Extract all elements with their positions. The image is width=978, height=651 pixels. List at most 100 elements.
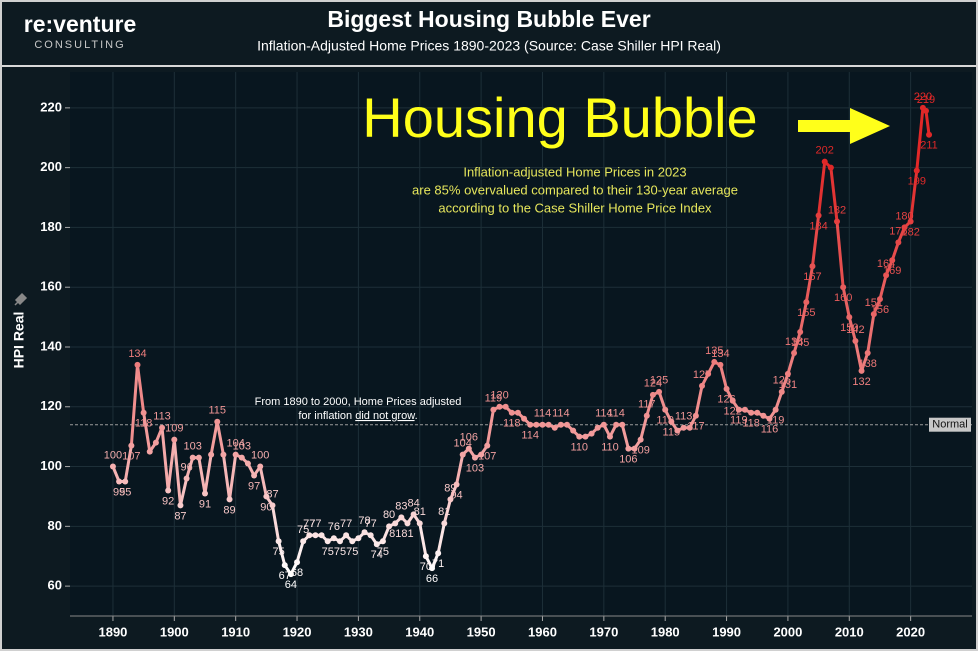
data-label: 138 xyxy=(785,336,803,348)
line-segment xyxy=(924,109,931,137)
x-tick-label: 2010 xyxy=(835,624,864,639)
point xyxy=(251,472,258,479)
point xyxy=(343,532,350,539)
point xyxy=(306,532,313,539)
chart-title: Biggest Housing Bubble Ever xyxy=(327,6,650,32)
line-segment xyxy=(215,420,225,457)
y-tick-label: 200 xyxy=(40,159,62,174)
data-label: 113 xyxy=(675,411,693,423)
data-label: 94 xyxy=(450,489,462,501)
line-segment xyxy=(185,456,195,481)
data-label: 100 xyxy=(104,449,122,461)
data-label: 95 xyxy=(119,486,131,498)
data-label: 220 xyxy=(914,91,932,103)
history-note-emphasis: did not grow xyxy=(355,410,415,422)
point xyxy=(539,421,546,428)
point xyxy=(159,424,166,431)
data-label: 131 xyxy=(779,379,797,391)
y-tick-label: 80 xyxy=(48,518,62,533)
point xyxy=(754,409,761,416)
y-tick-label: 160 xyxy=(40,279,62,294)
data-label: 77 xyxy=(309,518,321,530)
data-label: 134 xyxy=(711,348,729,360)
data-label: 135 xyxy=(705,345,723,357)
history-note: for inflation did not grow. xyxy=(298,410,417,422)
point xyxy=(926,131,933,138)
data-label: 77 xyxy=(303,518,315,530)
line-segment xyxy=(455,453,465,486)
point xyxy=(778,388,785,395)
data-label: 77 xyxy=(365,518,377,530)
point xyxy=(637,436,644,443)
point xyxy=(122,478,129,485)
point xyxy=(349,538,356,545)
point xyxy=(809,263,816,270)
line-segment xyxy=(909,169,919,223)
data-label: 81 xyxy=(401,528,413,540)
point xyxy=(165,487,172,494)
x-tick-label: 2020 xyxy=(896,624,925,639)
x-tick-label: 1890 xyxy=(98,624,127,639)
point xyxy=(907,218,914,225)
point xyxy=(214,418,221,425)
line-segment xyxy=(258,465,268,498)
plot: 60 80 100 120 140 160 180 200 220 1890 1900 1910 192… xyxy=(40,72,972,639)
data-label: 114 xyxy=(607,408,625,420)
line-segment xyxy=(160,426,170,492)
point xyxy=(692,412,699,419)
line-segment xyxy=(860,351,870,373)
point xyxy=(613,421,620,428)
x-tick-label: 1990 xyxy=(712,624,741,639)
data-label: 84 xyxy=(407,497,419,509)
point xyxy=(330,535,337,542)
point xyxy=(656,388,663,395)
point xyxy=(324,538,331,545)
point xyxy=(490,406,497,413)
point xyxy=(208,451,215,458)
y-tick-label: 100 xyxy=(40,458,62,473)
point xyxy=(459,451,466,458)
point xyxy=(760,412,767,419)
point xyxy=(465,445,472,452)
line-segment xyxy=(774,390,784,412)
point xyxy=(140,409,147,416)
data-label: 80 xyxy=(383,509,395,521)
point xyxy=(244,460,251,467)
data-label: 118 xyxy=(742,418,760,430)
data-label: 117 xyxy=(638,399,656,411)
data-label: 103 xyxy=(466,462,484,474)
point xyxy=(355,535,362,542)
x-tick-label: 1980 xyxy=(651,624,680,639)
point xyxy=(361,529,368,536)
point xyxy=(373,541,380,548)
point xyxy=(889,257,896,264)
data-label: 184 xyxy=(809,220,827,232)
data-label: 211 xyxy=(920,140,938,152)
line-segment xyxy=(442,497,452,525)
point xyxy=(422,553,429,560)
point xyxy=(821,158,828,165)
point xyxy=(668,418,675,425)
data-label: 125 xyxy=(650,375,668,387)
x-tick-label: 1900 xyxy=(160,624,189,639)
point xyxy=(784,370,791,377)
point xyxy=(152,439,159,446)
data-label: 90 xyxy=(260,501,272,513)
point xyxy=(521,415,528,422)
line-segment xyxy=(645,393,655,418)
y-tick-label: 120 xyxy=(40,398,62,413)
data-label: 78 xyxy=(358,515,370,527)
point xyxy=(232,451,239,458)
line-segment xyxy=(221,453,232,501)
point xyxy=(564,421,571,428)
point xyxy=(416,520,423,527)
point xyxy=(594,424,601,431)
line-segment xyxy=(847,315,857,343)
line-segment xyxy=(878,273,888,301)
data-label: 91 xyxy=(199,498,211,510)
y-tick-label: 220 xyxy=(40,99,62,114)
point xyxy=(275,538,282,545)
point xyxy=(876,296,883,303)
